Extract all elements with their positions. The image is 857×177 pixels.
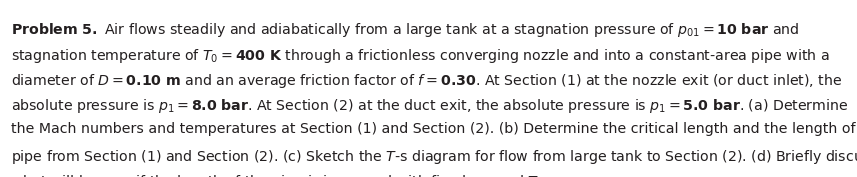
Text: what will happen if the length of the pipe is increased with fixed $p_{01}$ and : what will happen if the length of the pi… <box>11 173 548 177</box>
Text: the Mach numbers and temperatures at Section (1) and Section (2). (b) Determine : the Mach numbers and temperatures at Sec… <box>11 122 855 136</box>
Text: pipe from Section (1) and Section (2). (c) Sketch the $T$-s diagram for flow fro: pipe from Section (1) and Section (2). (… <box>11 148 857 166</box>
Text: absolute pressure is $p_1 = \mathbf{8.0\ bar}$. At Section (2) at the duct exit,: absolute pressure is $p_1 = \mathbf{8.0\… <box>11 97 848 115</box>
Text: stagnation temperature of $T_0 = \mathbf{400\ K}$ through a frictionless converg: stagnation temperature of $T_0 = \mathbf… <box>11 47 830 65</box>
Text: $\mathbf{Problem\ 5.}$ Air flows steadily and adiabatically from a large tank at: $\mathbf{Problem\ 5.}$ Air flows steadil… <box>11 21 800 39</box>
Text: diameter of $D = \mathbf{0.10\ m}$ and an average friction factor of $f = \mathb: diameter of $D = \mathbf{0.10\ m}$ and a… <box>11 72 842 90</box>
